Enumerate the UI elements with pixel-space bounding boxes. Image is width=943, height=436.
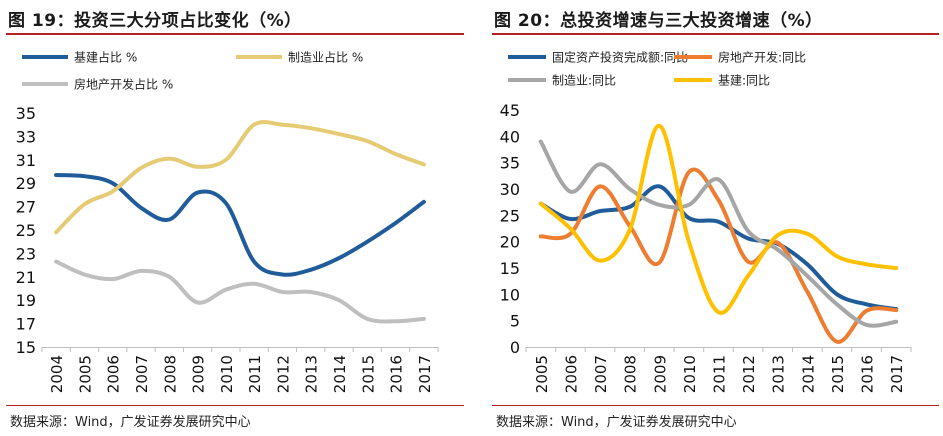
fig20-legend-item-1: 房地产开发:同比 bbox=[674, 50, 806, 65]
fig19-x-tick-2: 2006 bbox=[105, 355, 123, 393]
fig20-y-tick-6: 30 bbox=[500, 180, 520, 199]
figure-20-title: 图 20：总投资增速与三大投资增速（%） bbox=[494, 11, 823, 31]
fig20-x-tick-0: 2005 bbox=[533, 355, 551, 393]
fig19-legend-label-2: 房地产开发占比 % bbox=[74, 77, 173, 92]
fig20-series-line-0 bbox=[538, 184, 899, 312]
fig19-x-tick-8: 2012 bbox=[274, 355, 292, 393]
fig20-series-line-2 bbox=[538, 139, 899, 328]
fig20-x-tick-9: 2014 bbox=[799, 355, 817, 393]
fig20-series-line-1 bbox=[538, 167, 899, 344]
figure-20-source: 数据来源：Wind，广发证券发展研究中心 bbox=[496, 415, 737, 430]
fig19-y-tick-5: 25 bbox=[16, 221, 36, 240]
figure-19-chart: 基建占比 % 制造业占比 % 房地产开发占比 % 15 17 19 21 23 25 27 29 31… bbox=[16, 50, 439, 393]
fig19-legend-item-1: 制造业占比 % bbox=[236, 50, 363, 65]
fig19-x-tick-5: 2009 bbox=[190, 355, 208, 393]
fig20-x-tick-4: 2009 bbox=[651, 355, 669, 393]
fig20-x-tick-2: 2007 bbox=[592, 355, 610, 393]
fig19-y-tick-3: 21 bbox=[16, 268, 36, 287]
fig19-x-tick-7: 2011 bbox=[246, 355, 264, 393]
fig19-x-tick-12: 2016 bbox=[388, 355, 406, 393]
figure-20-title-rule bbox=[492, 33, 939, 35]
fig20-legend-label-2: 制造业:同比 bbox=[552, 74, 616, 88]
fig20-legend-label-3: 基建:同比 bbox=[718, 74, 770, 88]
fig19-series-line-2 bbox=[54, 259, 426, 324]
fig19-x-tick-6: 2010 bbox=[218, 355, 236, 393]
fig19-y-tick-1: 17 bbox=[16, 315, 36, 334]
fig19-x-tick-4: 2008 bbox=[161, 355, 179, 393]
fig19-y-tick-9: 33 bbox=[16, 127, 36, 146]
fig19-y-tick-10: 35 bbox=[16, 104, 36, 123]
fig19-y-tick-7: 29 bbox=[16, 174, 36, 193]
figure-19-title: 图 19：投资三大分项占比变化（%） bbox=[8, 11, 302, 31]
fig19-x-tick-13: 2017 bbox=[416, 355, 434, 393]
fig20-y-tick-2: 10 bbox=[500, 285, 520, 304]
fig19-legend-item-2: 房地产开发占比 % bbox=[22, 77, 173, 92]
fig20-legend-item-2: 制造业:同比 bbox=[508, 74, 616, 88]
fig20-legend-item-0: 固定资产投资完成额:同比 bbox=[508, 50, 688, 65]
fig19-y-tick-0: 15 bbox=[16, 338, 36, 357]
figure-19-title-rule bbox=[6, 33, 464, 35]
fig20-legend-label-0: 固定资产投资完成额:同比 bbox=[552, 50, 688, 65]
fig20-legend-item-3: 基建:同比 bbox=[674, 74, 770, 88]
fig19-x-tick-0: 2004 bbox=[48, 355, 66, 393]
fig20-y-tick-4: 20 bbox=[500, 233, 520, 252]
figure-19-panel: 图 19：投资三大分项占比变化（%） 基建占比 % 制造业占比 % 房地产开发占比 … bbox=[0, 0, 468, 436]
fig20-y-tick-5: 25 bbox=[500, 206, 520, 225]
fig19-y-tick-6: 27 bbox=[16, 198, 36, 217]
fig20-y-tick-3: 15 bbox=[500, 259, 520, 278]
fig19-series-line-0 bbox=[54, 173, 426, 277]
fig19-x-tick-3: 2007 bbox=[133, 355, 151, 393]
fig19-y-tick-4: 23 bbox=[16, 244, 36, 263]
fig20-x-tick-12: 2017 bbox=[888, 355, 906, 393]
figure-20-source-rule bbox=[492, 405, 939, 406]
fig20-series-line-3 bbox=[538, 123, 899, 315]
fig19-y-tick-2: 19 bbox=[16, 291, 36, 310]
figure-19-source: 数据来源：Wind，广发证券发展研究中心 bbox=[10, 415, 251, 430]
fig20-y-tick-9: 45 bbox=[500, 101, 520, 120]
fig20-x-tick-1: 2006 bbox=[562, 355, 580, 393]
fig20-y-tick-1: 5 bbox=[510, 312, 520, 331]
fig19-legend-label-0: 基建占比 % bbox=[74, 50, 137, 65]
fig19-y-tick-8: 31 bbox=[16, 151, 36, 170]
fig19-legend-label-1: 制造业占比 % bbox=[288, 50, 363, 65]
fig20-y-tick-8: 40 bbox=[500, 127, 520, 146]
fig20-x-tick-11: 2016 bbox=[859, 355, 877, 393]
fig20-y-tick-0: 0 bbox=[510, 338, 520, 357]
fig19-series-line-1 bbox=[54, 119, 426, 235]
fig19-legend-item-0: 基建占比 % bbox=[22, 50, 137, 65]
fig20-x-tick-8: 2013 bbox=[770, 355, 788, 393]
figure-19-source-rule bbox=[6, 405, 464, 406]
fig20-x-tick-3: 2008 bbox=[622, 355, 640, 393]
fig19-x-tick-1: 2005 bbox=[76, 355, 94, 393]
fig19-x-tick-11: 2015 bbox=[359, 355, 377, 393]
fig19-x-tick-10: 2014 bbox=[331, 355, 349, 393]
fig20-y-tick-7: 35 bbox=[500, 154, 520, 173]
fig20-x-tick-5: 2010 bbox=[681, 355, 699, 393]
fig20-x-tick-10: 2015 bbox=[829, 355, 847, 393]
fig20-legend-label-1: 房地产开发:同比 bbox=[718, 50, 806, 65]
fig20-x-tick-7: 2012 bbox=[740, 355, 758, 393]
fig19-x-tick-9: 2013 bbox=[303, 355, 321, 393]
figure-20-panel: 图 20：总投资增速与三大投资增速（%） 固定资产投资完成额:同比 房地产开发:同… bbox=[486, 0, 943, 436]
fig20-x-tick-6: 2011 bbox=[711, 355, 729, 393]
